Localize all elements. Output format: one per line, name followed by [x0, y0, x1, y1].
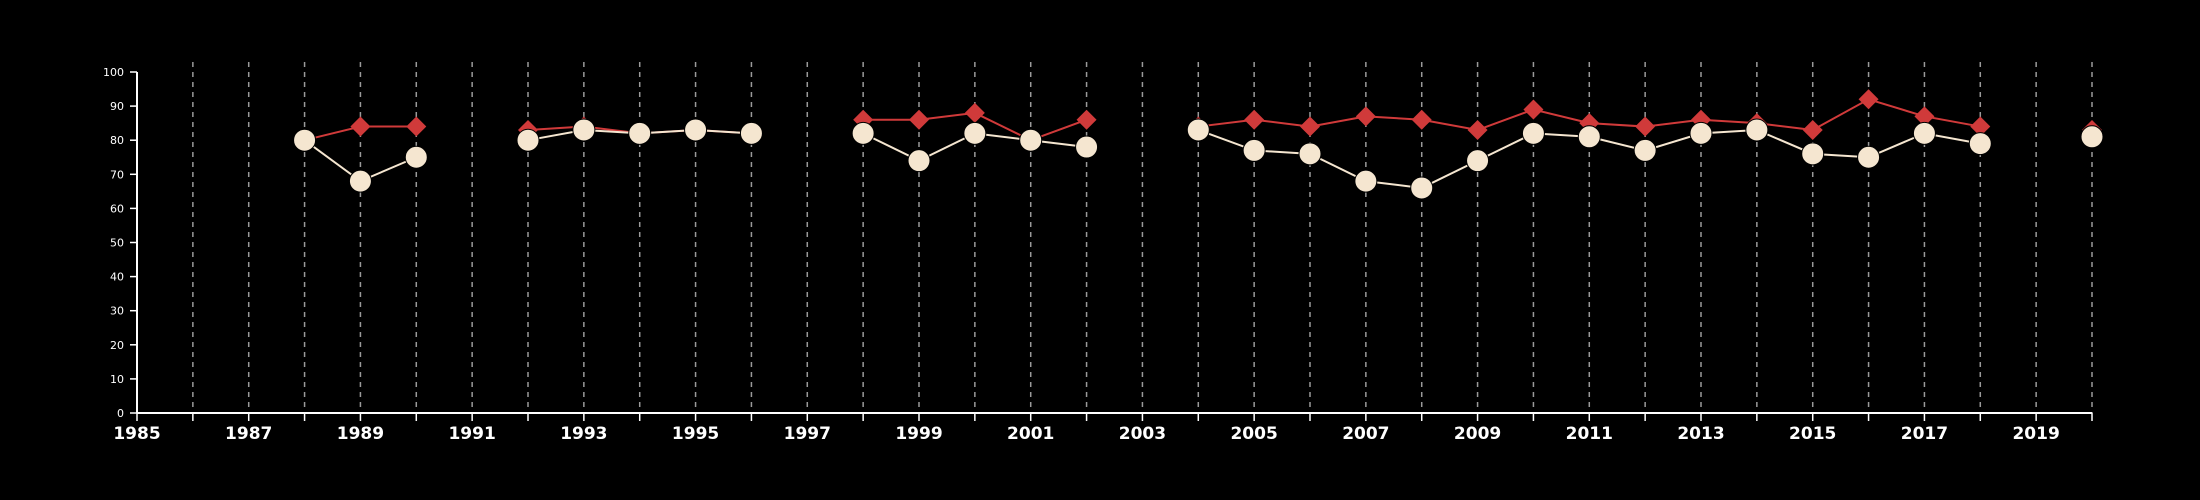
series-circle	[293, 118, 2104, 200]
x-tick-label: 2015	[1789, 424, 1836, 444]
data-point-circle	[1857, 145, 1881, 169]
x-tick-label: 1999	[895, 424, 942, 444]
data-point-diamond	[909, 109, 929, 130]
x-tick-label: 2001	[1007, 424, 1054, 444]
x-tick-label: 1993	[560, 424, 607, 444]
data-point-diamond	[1355, 106, 1376, 127]
y-tick-label: 100	[103, 66, 124, 79]
data-point-diamond	[1635, 116, 1656, 137]
data-point-circle	[348, 169, 372, 193]
x-tick-label: 1991	[448, 424, 495, 444]
data-point-circle	[851, 121, 875, 145]
x-tick-label: 1987	[225, 424, 272, 444]
data-point-circle	[1410, 176, 1434, 200]
x-tick-label: 2017	[1901, 424, 1948, 444]
data-point-circle	[572, 118, 596, 142]
data-point-circle	[1242, 138, 1266, 162]
data-point-circle	[1075, 135, 1099, 159]
data-point-diamond	[1300, 116, 1320, 137]
data-point-diamond	[1691, 109, 1711, 130]
data-point-circle	[1968, 132, 1992, 156]
x-tick-label: 1989	[337, 424, 384, 444]
data-point-circle	[1019, 128, 1043, 152]
data-point-circle	[1801, 142, 1825, 166]
x-tick-label: 2019	[2012, 424, 2059, 444]
data-point-circle	[684, 118, 708, 142]
x-tick-label: 2013	[1677, 424, 1724, 444]
data-point-circle	[2080, 125, 2104, 149]
x-tick-label: 2009	[1454, 424, 1501, 444]
data-point-circle	[1186, 118, 1210, 142]
y-tick-label: 50	[110, 237, 124, 250]
data-point-circle	[1298, 142, 1322, 166]
data-point-diamond	[964, 102, 985, 123]
y-tick-label: 70	[110, 168, 124, 181]
data-point-diamond	[1076, 109, 1097, 130]
data-point-diamond	[1411, 109, 1432, 130]
x-tick-label: 2011	[1566, 424, 1613, 444]
axes: 0 10 20 30 40 50 60 70 80 90 100 1985 1987 1989 1991 19…	[103, 66, 2093, 444]
data-point-circle	[1745, 118, 1769, 142]
data-point-circle	[1354, 169, 1378, 193]
x-tick-label: 1997	[784, 424, 831, 444]
data-point-circle	[404, 145, 428, 169]
data-point-circle	[739, 121, 763, 145]
data-point-circle	[1577, 125, 1601, 149]
gridlines	[192, 62, 2093, 413]
data-point-diamond	[1523, 99, 1544, 120]
data-point-circle	[1633, 138, 1657, 162]
x-tick-label: 1995	[672, 424, 719, 444]
data-point-diamond	[406, 116, 427, 137]
x-tick-label: 2005	[1230, 424, 1277, 444]
x-tick-label: 1985	[113, 424, 160, 444]
y-tick-label: 40	[110, 271, 124, 284]
data-point-diamond	[1467, 119, 1488, 140]
data-point-diamond	[350, 116, 371, 137]
data-point-diamond	[1802, 119, 1823, 140]
y-tick-label: 30	[110, 305, 124, 318]
data-point-circle	[1912, 121, 1936, 145]
y-tick-label: 0	[117, 407, 124, 420]
data-point-circle	[963, 121, 987, 145]
data-point-circle	[907, 149, 931, 173]
y-tick-label: 80	[110, 134, 124, 147]
data-point-circle	[293, 128, 317, 152]
data-point-circle	[628, 121, 652, 145]
y-tick-label: 90	[110, 100, 124, 113]
y-tick-label: 20	[110, 339, 124, 352]
x-tick-label: 2007	[1342, 424, 1389, 444]
x-tick-label: 2003	[1119, 424, 1166, 444]
data-point-diamond	[1914, 106, 1935, 127]
data-point-circle	[1466, 149, 1490, 173]
data-point-circle	[1521, 121, 1545, 145]
data-point-circle	[1689, 121, 1713, 145]
data-point-diamond	[1970, 116, 1991, 137]
data-point-diamond	[1858, 89, 1879, 110]
data-series	[293, 89, 2104, 200]
y-tick-label: 60	[110, 202, 124, 215]
data-point-diamond	[853, 109, 874, 130]
data-point-diamond	[1244, 109, 1265, 130]
y-tick-label: 10	[110, 373, 124, 386]
data-point-circle	[516, 128, 540, 152]
